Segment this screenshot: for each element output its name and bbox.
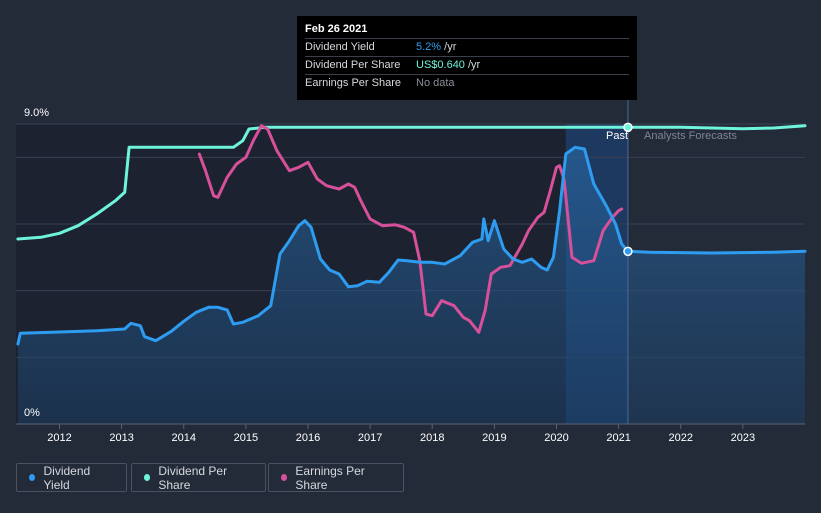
y-tick-label-min: 0% — [24, 407, 40, 419]
legend-label: Dividend Per Share — [158, 463, 228, 492]
tooltip-value: US$0.640 /yr — [416, 57, 480, 74]
legend-dot-icon — [29, 474, 36, 481]
x-tick-label: 2019 — [482, 432, 506, 444]
past-label: Past — [606, 130, 628, 142]
legend-dividend-per-share[interactable]: Dividend Per Share — [131, 463, 266, 492]
x-tick-label: 2022 — [669, 432, 693, 444]
tooltip-value-nodata: No data — [416, 77, 455, 89]
forecast-label: Analysts Forecasts — [644, 130, 737, 142]
tooltip-value-number: 5.2% — [416, 41, 442, 53]
x-tick-label: 2015 — [234, 432, 258, 444]
dividend-per-share-marker — [623, 122, 633, 133]
legend-dot-icon — [144, 474, 151, 481]
x-tick-label: 2016 — [296, 432, 320, 444]
x-tick-label: 2012 — [47, 432, 71, 444]
markers — [623, 122, 633, 257]
x-tick-label: 2018 — [420, 432, 444, 444]
tooltip-value-number: US$0.640 — [416, 59, 465, 71]
earnings-per-share-line — [197, 124, 624, 334]
tooltip-row-dividend-yield: Dividend Yield 5.2% /yr — [305, 38, 629, 56]
x-tick-label: 2013 — [109, 432, 133, 444]
dividend-yield-area — [17, 147, 806, 425]
tooltip-row-earnings-per-share: Earnings Per Share No data — [305, 74, 629, 92]
x-tick-label: 2017 — [358, 432, 382, 444]
legend-dot-icon — [281, 474, 288, 481]
tooltip-row-dividend-per-share: Dividend Per Share US$0.640 /yr — [305, 56, 629, 74]
tooltip: Feb 26 2021 Dividend Yield 5.2% /yr Divi… — [297, 16, 637, 100]
x-tick-label: 2021 — [606, 432, 630, 444]
axes: 2012 2013 2014 2015 2016 2017 2018 2019 2020 2021… — [16, 100, 805, 444]
tooltip-label: Dividend Yield — [305, 41, 375, 53]
dividend-yield-line — [16, 145, 807, 346]
tooltip-value-unit: /yr — [464, 59, 481, 71]
dividend-per-share-line — [16, 124, 807, 241]
dividend-yield-fill — [17, 147, 806, 425]
legend-label: Dividend Yield — [43, 463, 91, 492]
legend-label: Earnings Per Share — [295, 463, 365, 492]
tooltip-label: Earnings Per Share — [305, 77, 401, 89]
tooltip-date: Feb 26 2021 — [305, 23, 368, 35]
tooltip-label: Dividend Per Share — [305, 59, 401, 71]
series-lines — [16, 124, 807, 346]
y-tick-label-max: 9.0% — [24, 107, 49, 119]
tooltip-value-unit: /yr — [441, 41, 457, 53]
tooltip-value: 5.2% /yr — [416, 39, 456, 56]
x-tick-label: 2023 — [731, 432, 755, 444]
x-tick-label: 2014 — [171, 432, 195, 444]
legend-earnings-per-share[interactable]: Earnings Per Share — [268, 463, 404, 492]
x-tick-label: 2020 — [544, 432, 568, 444]
legend-dividend-yield[interactable]: Dividend Yield — [16, 463, 127, 492]
dividend-yield-marker — [623, 246, 633, 257]
